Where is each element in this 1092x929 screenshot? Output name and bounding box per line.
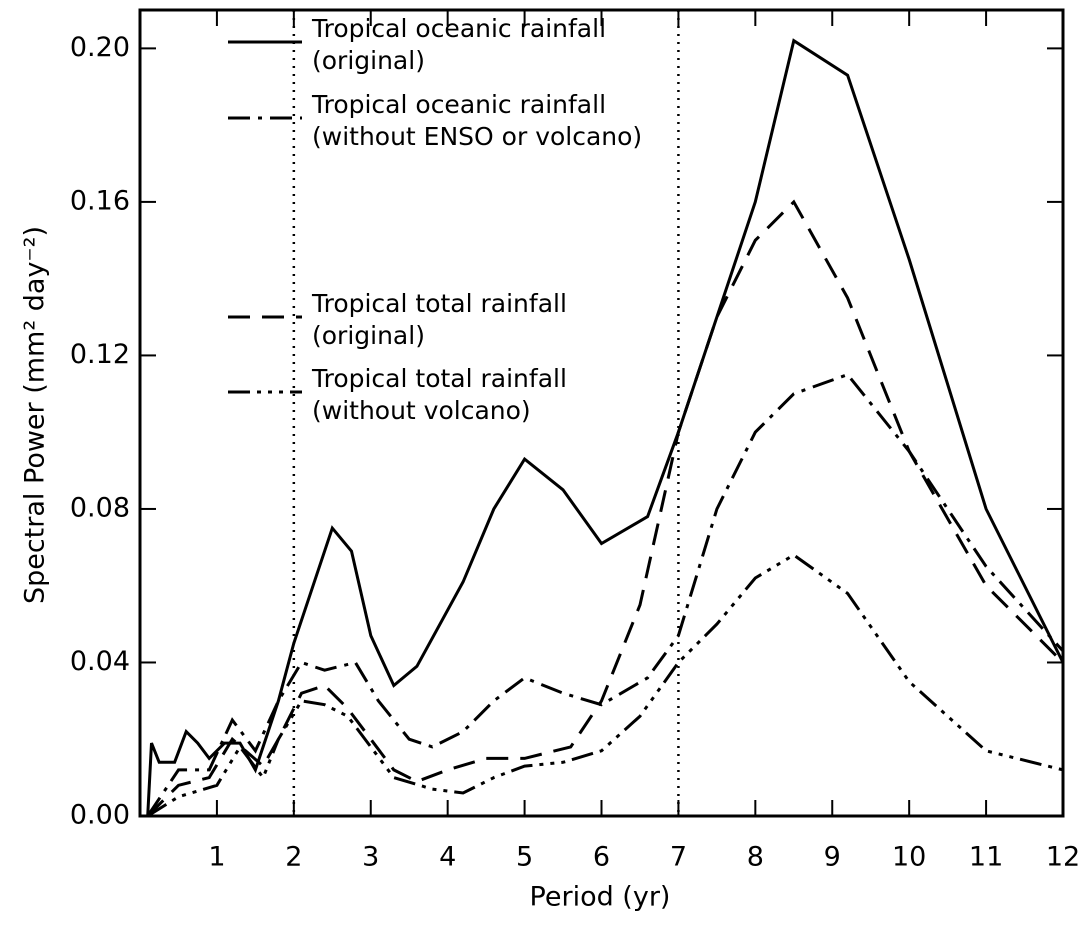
x-axis-label: Period (yr) bbox=[530, 882, 671, 913]
legend-label: Tropical oceanic rainfall (original) bbox=[311, 14, 606, 75]
x-tick-label: 9 bbox=[824, 842, 841, 873]
legend-label: Tropical total rainfall (original) bbox=[311, 289, 567, 350]
y-tick-label: 0.00 bbox=[70, 800, 130, 831]
x-tick-label: 2 bbox=[285, 842, 302, 873]
y-tick-label: 0.16 bbox=[70, 185, 130, 216]
y-tick-label: 0.20 bbox=[70, 32, 130, 63]
legend-label: Tropical oceanic rainfall (without ENSO o… bbox=[311, 90, 642, 151]
y-axis-label: Spectral Power (mm² day⁻²) bbox=[20, 226, 51, 604]
y-tick-label: 0.12 bbox=[70, 339, 130, 370]
x-tick-label: 7 bbox=[670, 842, 687, 873]
series-line bbox=[146, 199, 1065, 818]
x-tick-label: 4 bbox=[439, 842, 456, 873]
series-line bbox=[146, 38, 1065, 817]
x-tick-label: 8 bbox=[747, 842, 764, 873]
x-tick-label: 11 bbox=[969, 842, 1003, 873]
series-line bbox=[146, 372, 1065, 817]
y-tick-label: 0.04 bbox=[70, 646, 130, 677]
x-tick-label: 1 bbox=[208, 842, 225, 873]
x-tick-label: 5 bbox=[516, 842, 533, 873]
x-tick-label: 10 bbox=[892, 842, 926, 873]
series-line bbox=[146, 553, 1064, 818]
x-tick-label: 12 bbox=[1046, 842, 1080, 873]
x-tick-label: 6 bbox=[593, 842, 610, 873]
legend-label: Tropical total rainfall (without volcano) bbox=[311, 364, 567, 425]
x-tick-label: 3 bbox=[362, 842, 379, 873]
y-tick-label: 0.08 bbox=[70, 492, 130, 523]
